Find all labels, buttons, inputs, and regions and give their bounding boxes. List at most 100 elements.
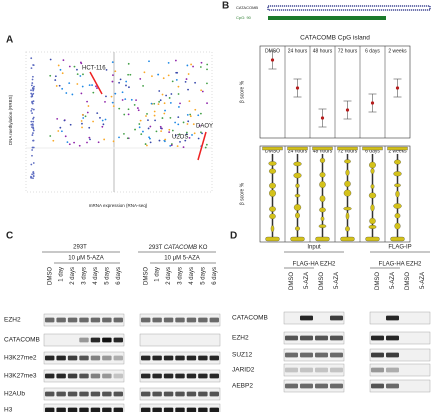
point bbox=[162, 77, 165, 80]
point bbox=[200, 131, 202, 134]
point bbox=[81, 113, 84, 116]
point bbox=[142, 85, 144, 87]
lane-label: 1 day bbox=[59, 267, 65, 282]
band bbox=[315, 352, 328, 358]
row-label: CATACOMB bbox=[232, 315, 268, 322]
band bbox=[285, 383, 298, 389]
lane-label: 2 days bbox=[70, 267, 76, 285]
column-header: 6 days bbox=[365, 148, 380, 154]
panel-label: B bbox=[222, 1, 229, 12]
violin-bulge bbox=[368, 192, 377, 199]
violin-top bbox=[287, 146, 308, 151]
point bbox=[32, 175, 35, 177]
point bbox=[149, 141, 152, 144]
point bbox=[91, 84, 93, 86]
band bbox=[102, 391, 112, 397]
point bbox=[111, 80, 114, 83]
point bbox=[154, 119, 156, 122]
band bbox=[186, 355, 197, 361]
mean-point bbox=[295, 86, 300, 90]
point bbox=[32, 139, 35, 142]
point bbox=[89, 138, 91, 141]
violin-base bbox=[390, 236, 405, 242]
point bbox=[103, 138, 106, 141]
point bbox=[198, 124, 201, 127]
point bbox=[32, 171, 35, 173]
point bbox=[139, 119, 142, 122]
point bbox=[112, 105, 115, 108]
violin-bulge bbox=[393, 171, 402, 177]
point bbox=[187, 120, 190, 123]
band bbox=[79, 407, 89, 413]
point bbox=[65, 92, 68, 94]
band bbox=[163, 355, 174, 361]
point bbox=[194, 81, 196, 84]
violin-plot: DMSO 24 hours 48 hours 72 hours 6 days 2 week… bbox=[239, 145, 411, 243]
column-header: 72 hours bbox=[338, 48, 358, 54]
point bbox=[133, 104, 136, 106]
point bbox=[92, 120, 94, 123]
panel-d: D Input FLAG-HA EZH2 DMSO 5-AZA DMSO 5-AZA FLA… bbox=[230, 231, 431, 393]
arrow bbox=[89, 71, 103, 95]
lane-label: DMSO bbox=[143, 267, 149, 285]
point bbox=[112, 74, 114, 77]
point bbox=[177, 93, 180, 95]
point bbox=[60, 130, 63, 133]
band bbox=[152, 373, 162, 379]
violin-top bbox=[262, 146, 283, 151]
lane-label: 5 days bbox=[200, 267, 206, 285]
lane-label: 4 days bbox=[93, 267, 99, 285]
point bbox=[146, 144, 148, 147]
violin-bulge bbox=[345, 226, 350, 232]
point bbox=[159, 125, 162, 128]
band bbox=[141, 355, 151, 361]
violin-bulge bbox=[270, 225, 275, 233]
point bbox=[134, 128, 136, 131]
point bbox=[31, 95, 34, 98]
band bbox=[330, 367, 343, 373]
blot-strip bbox=[43, 333, 125, 347]
point bbox=[31, 134, 34, 136]
group-label: Input bbox=[307, 245, 321, 251]
point bbox=[114, 92, 117, 95]
band bbox=[45, 355, 55, 361]
violin-bulge bbox=[395, 190, 400, 198]
point bbox=[31, 107, 33, 110]
point bbox=[55, 85, 58, 87]
violin-bulge bbox=[343, 189, 352, 197]
column-header: 72 hours bbox=[338, 148, 358, 154]
point bbox=[192, 65, 194, 68]
violin-top bbox=[337, 146, 358, 151]
point bbox=[201, 90, 204, 93]
point bbox=[182, 146, 185, 149]
band bbox=[67, 355, 78, 361]
band bbox=[67, 407, 78, 413]
point bbox=[57, 64, 60, 67]
panel-a: A DNA methylation (RRBS) mRNA expression… bbox=[6, 35, 213, 209]
point bbox=[33, 85, 35, 88]
row-label: AEBP2 bbox=[232, 383, 253, 390]
point bbox=[194, 108, 197, 111]
chart-title: CATACOMB CpG island bbox=[300, 35, 370, 42]
point bbox=[135, 99, 137, 102]
row-label: CATACOMB bbox=[4, 337, 40, 344]
band bbox=[90, 407, 101, 413]
row-label: H3K27me3 bbox=[4, 373, 37, 380]
lane-label: 6 days bbox=[212, 267, 218, 285]
point bbox=[149, 137, 151, 140]
point bbox=[32, 127, 35, 130]
point bbox=[73, 65, 76, 68]
band bbox=[90, 317, 101, 323]
point bbox=[64, 135, 67, 138]
point bbox=[81, 126, 83, 129]
band bbox=[152, 407, 162, 413]
point bbox=[126, 137, 129, 140]
violin-bulge bbox=[394, 222, 401, 230]
point bbox=[174, 121, 177, 124]
point bbox=[79, 61, 82, 64]
band bbox=[175, 355, 185, 361]
band bbox=[102, 407, 112, 413]
cell-line-name: 293T bbox=[149, 245, 163, 251]
column-header: 24 hours bbox=[288, 148, 308, 154]
violin-bulge bbox=[344, 180, 351, 188]
